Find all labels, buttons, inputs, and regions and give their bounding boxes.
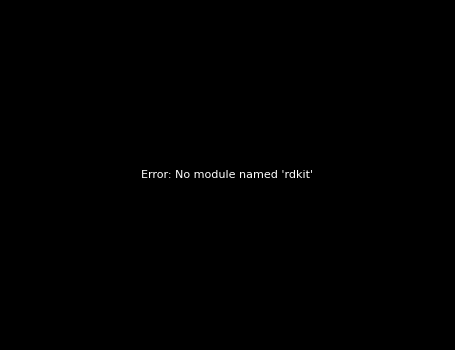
Text: Error: No module named 'rdkit': Error: No module named 'rdkit' xyxy=(142,170,313,180)
